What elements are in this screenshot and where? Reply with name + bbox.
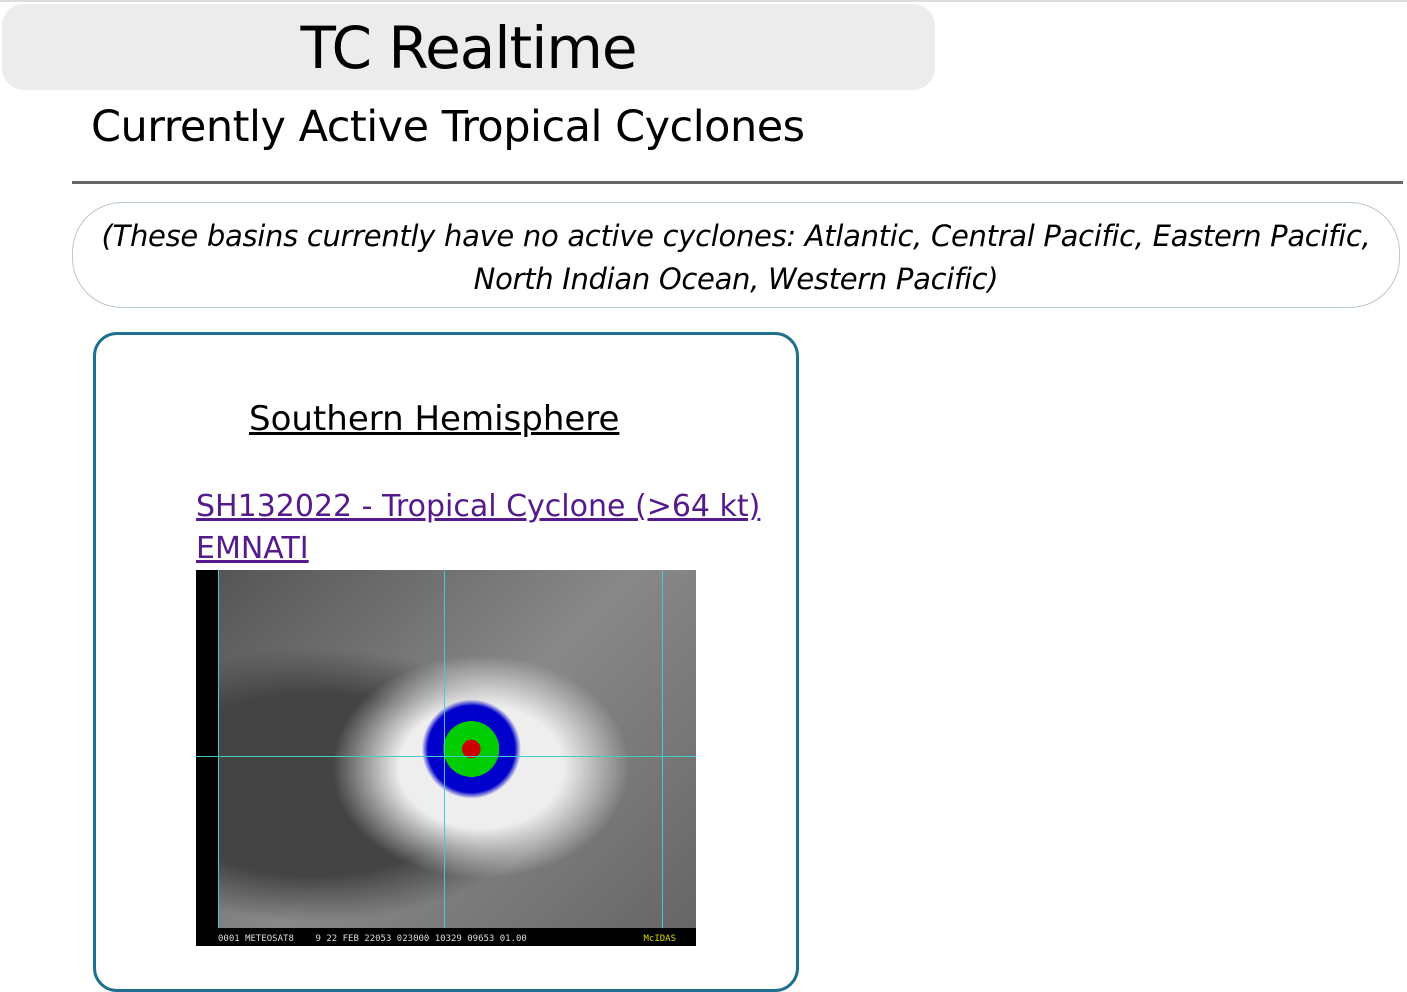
storm-name[interactable]: EMNATI [196,531,309,566]
header-banner: TC Realtime [2,4,935,90]
image-caption: 0001 METEOSAT8 9 22 FEB 22053 023000 103… [218,934,527,944]
page-title: Currently Active Tropical Cyclones [91,102,805,152]
grid-line [196,756,696,757]
satellite-imagery [218,570,696,928]
notice-text: (These basins currently have no active c… [101,219,1371,296]
grid-line [662,570,663,928]
satellite-image[interactable]: 0001 METEOSAT8 9 22 FEB 22053 023000 103… [196,570,696,946]
divider [72,181,1403,184]
top-border [0,0,1407,2]
storm-id-line[interactable]: SH132022 - Tropical Cyclone (>64 kt) [196,489,761,524]
storm-link[interactable]: SH132022 - Tropical Cyclone (>64 kt) EMNA… [196,486,760,570]
grid-line [444,570,445,928]
site-title: TC Realtime [300,14,637,82]
inactive-basins-notice: (These basins currently have no active c… [72,202,1400,308]
basin-heading-southern-hemisphere[interactable]: Southern Hemisphere [249,399,620,439]
image-brand: McIDAS [643,934,676,944]
grid-line [218,570,219,928]
